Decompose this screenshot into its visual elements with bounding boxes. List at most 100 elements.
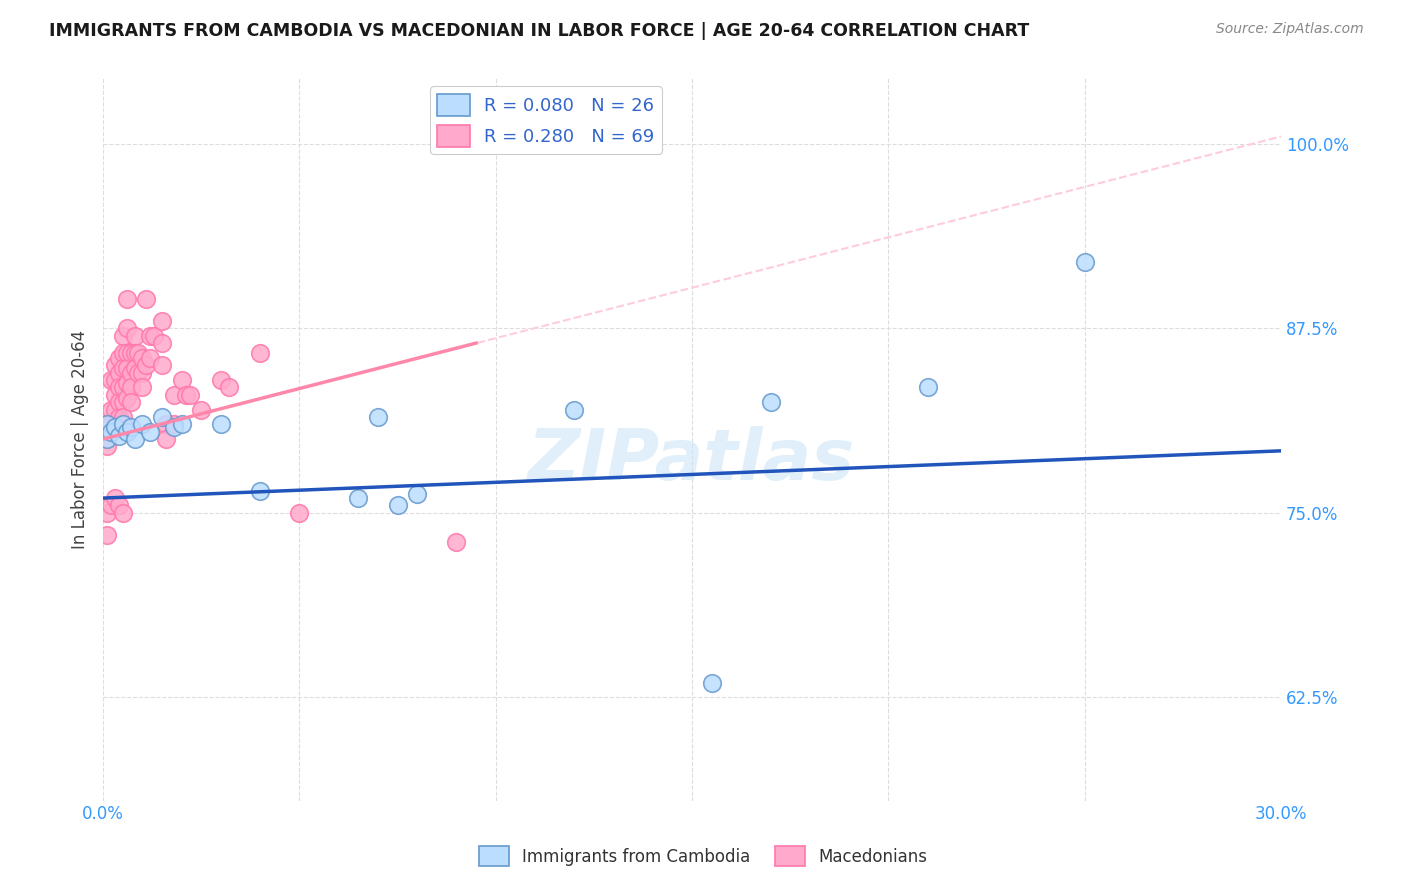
- Point: [104, 388, 127, 402]
- Point: [124, 432, 146, 446]
- Point: [127, 366, 149, 380]
- Point: [131, 380, 153, 394]
- Point: [120, 380, 142, 394]
- Point: [96, 417, 118, 432]
- Point: [163, 388, 186, 402]
- Point: [124, 361, 146, 376]
- Point: [135, 358, 157, 372]
- Point: [104, 373, 127, 387]
- Point: [124, 346, 146, 360]
- Point: [127, 346, 149, 360]
- Point: [367, 409, 389, 424]
- Point: [100, 425, 122, 439]
- Point: [387, 499, 409, 513]
- Point: [111, 506, 134, 520]
- Point: [120, 366, 142, 380]
- Point: [139, 351, 162, 365]
- Point: [100, 417, 122, 432]
- Point: [143, 328, 166, 343]
- Point: [111, 380, 134, 394]
- Point: [108, 499, 131, 513]
- Point: [120, 346, 142, 360]
- Point: [120, 420, 142, 434]
- Point: [163, 417, 186, 432]
- Point: [170, 373, 193, 387]
- Point: [115, 425, 138, 439]
- Point: [104, 402, 127, 417]
- Point: [446, 535, 468, 549]
- Point: [96, 432, 118, 446]
- Point: [115, 391, 138, 405]
- Point: [288, 506, 311, 520]
- Point: [104, 358, 127, 372]
- Point: [108, 380, 131, 394]
- Point: [115, 292, 138, 306]
- Point: [131, 351, 153, 365]
- Point: [96, 439, 118, 453]
- Point: [115, 361, 138, 376]
- Point: [120, 395, 142, 409]
- Point: [249, 346, 271, 360]
- Point: [100, 373, 122, 387]
- Point: [111, 395, 134, 409]
- Point: [759, 395, 782, 409]
- Point: [163, 420, 186, 434]
- Point: [406, 486, 429, 500]
- Point: [209, 417, 232, 432]
- Point: [104, 491, 127, 505]
- Point: [96, 528, 118, 542]
- Point: [917, 380, 939, 394]
- Point: [111, 346, 134, 360]
- Point: [174, 388, 197, 402]
- Point: [218, 380, 240, 394]
- Point: [111, 417, 134, 432]
- Text: IMMIGRANTS FROM CAMBODIA VS MACEDONIAN IN LABOR FORCE | AGE 20-64 CORRELATION CH: IMMIGRANTS FROM CAMBODIA VS MACEDONIAN I…: [49, 22, 1029, 40]
- Point: [100, 402, 122, 417]
- Point: [190, 402, 212, 417]
- Point: [562, 402, 585, 417]
- Point: [104, 420, 127, 434]
- Point: [131, 417, 153, 432]
- Point: [150, 336, 173, 351]
- Legend: R = 0.080   N = 26, R = 0.280   N = 69: R = 0.080 N = 26, R = 0.280 N = 69: [430, 87, 662, 154]
- Point: [131, 366, 153, 380]
- Point: [108, 420, 131, 434]
- Point: [96, 417, 118, 432]
- Point: [108, 395, 131, 409]
- Point: [96, 506, 118, 520]
- Point: [179, 388, 201, 402]
- Point: [150, 409, 173, 424]
- Point: [100, 499, 122, 513]
- Point: [347, 491, 370, 505]
- Text: ZIPatlas: ZIPatlas: [529, 426, 856, 495]
- Point: [96, 432, 118, 446]
- Point: [104, 417, 127, 432]
- Point: [135, 292, 157, 306]
- Point: [155, 417, 177, 432]
- Point: [139, 425, 162, 439]
- Point: [661, 815, 683, 830]
- Y-axis label: In Labor Force | Age 20-64: In Labor Force | Age 20-64: [72, 329, 89, 549]
- Point: [700, 675, 723, 690]
- Text: Source: ZipAtlas.com: Source: ZipAtlas.com: [1216, 22, 1364, 37]
- Point: [1073, 255, 1095, 269]
- Point: [108, 351, 131, 365]
- Point: [249, 483, 271, 498]
- Point: [209, 373, 232, 387]
- Point: [111, 409, 134, 424]
- Point: [124, 328, 146, 343]
- Point: [155, 432, 177, 446]
- Point: [115, 321, 138, 335]
- Point: [111, 328, 134, 343]
- Point: [150, 358, 173, 372]
- Point: [108, 366, 131, 380]
- Point: [150, 314, 173, 328]
- Point: [115, 376, 138, 390]
- Point: [108, 429, 131, 443]
- Point: [108, 409, 131, 424]
- Point: [139, 328, 162, 343]
- Point: [111, 361, 134, 376]
- Legend: Immigrants from Cambodia, Macedonians: Immigrants from Cambodia, Macedonians: [472, 839, 934, 873]
- Point: [170, 417, 193, 432]
- Point: [115, 346, 138, 360]
